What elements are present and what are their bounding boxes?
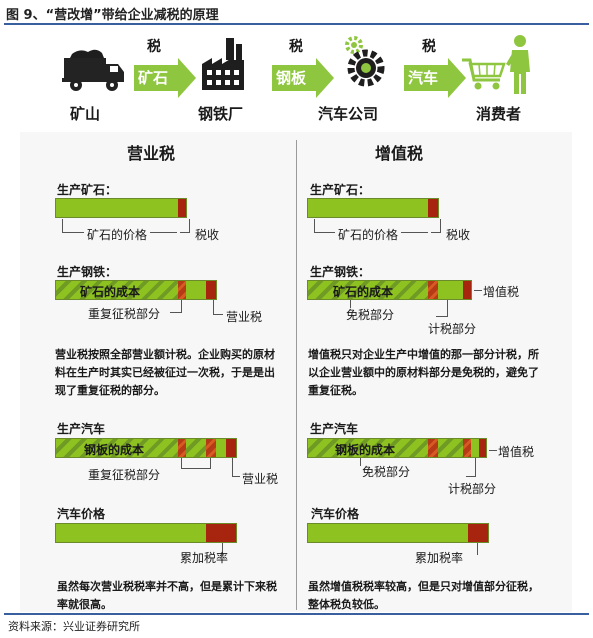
left-car-tax-label: 营业税 (242, 472, 279, 486)
right-price-bar (307, 523, 489, 543)
left-price-bar (55, 523, 237, 543)
right-heading: 增值税 (375, 144, 424, 163)
stage-car-company: 汽车公司 (318, 105, 379, 123)
arrow-ore: 矿石 (134, 58, 196, 98)
left-heading: 营业税 (127, 144, 176, 163)
left-car-tax-line (232, 458, 233, 476)
right-car-taxpart-label: 计税部分 (448, 482, 497, 496)
right-ore-tax-bracket (431, 219, 441, 233)
left-ore-bar (55, 198, 187, 218)
right-car-label: 生产汽车 (310, 422, 359, 436)
left-price-label: 汽车价格 (57, 507, 106, 521)
title-rule (4, 23, 589, 25)
right-price-label: 汽车价格 (311, 507, 360, 521)
right-steel-taxpart-label: 计税部分 (428, 322, 477, 336)
gear-icon (345, 36, 385, 87)
right-steel-label: 生产钢铁： (310, 265, 371, 279)
consumer-icon (506, 35, 530, 94)
right-ore-bar (307, 198, 439, 218)
left-steel-tax-line (213, 300, 214, 314)
left-car-double-line (181, 468, 211, 469)
right-car-bar (307, 438, 487, 458)
left-price-cumulative-label: 累加税率 (180, 551, 229, 565)
right-price-cumulative-label: 累加税率 (415, 551, 464, 565)
right-ore-tax-label: 税收 (446, 228, 471, 242)
left-steel-double-label: 重复征税部分 (88, 307, 161, 321)
left-steel-double-line (181, 300, 182, 312)
left-steel-bar (55, 280, 217, 300)
right-price-line (477, 543, 478, 555)
source-note: 资料来源：兴业证券研究所 (8, 620, 140, 633)
bottom-rule (4, 613, 589, 615)
right-steel-exempt-label: 免税部分 (346, 308, 395, 322)
stage-consumer: 消费者 (476, 105, 522, 123)
arrow-car: 汽车 (404, 58, 466, 98)
tax-mark-3: 税 (422, 39, 436, 55)
arrow-steel: 钢板 (272, 58, 334, 98)
left-car-bar (55, 438, 237, 458)
left-car-label: 生产汽车 (57, 422, 106, 436)
right-paragraph: 增值税只对企业生产中增值的那一部分计税，所以企业营业额中的原材料部分是免税的，避… (308, 348, 539, 397)
right-car-cost-text: 钢板的成本 (335, 443, 396, 457)
right-ore-label: 生产矿石： (310, 183, 371, 197)
tax-mark-2: 税 (289, 39, 303, 55)
right-steel-vat-label: 增值税 (483, 285, 520, 299)
right-steel-taxpart-line (436, 316, 448, 317)
stage-steel-mill: 钢铁厂 (198, 105, 244, 123)
right-car-vat-line (489, 450, 497, 451)
right-car-vat-label: 增值税 (498, 445, 535, 459)
left-steel-tax-label: 营业税 (226, 310, 263, 324)
left-car-cost-text: 钢板的成本 (84, 443, 145, 457)
right-car-exempt-label: 免税部分 (362, 465, 411, 479)
left-ore-price-label: 矿石的价格 (84, 226, 151, 243)
mine-truck-icon (62, 49, 124, 91)
left-ore-tax-bracket (180, 219, 190, 233)
right-ore-price-label: 矿石的价格 (335, 226, 402, 243)
left-steel-cost-text: 矿石的成本 (80, 285, 141, 299)
left-ore-tax-label: 税收 (195, 228, 220, 242)
right-car-taxpart-line (466, 476, 476, 477)
left-price-line (222, 543, 223, 555)
right-steel-cost-text: 矿石的成本 (333, 285, 394, 299)
left-paragraph: 营业税按照全部营业额计税。企业购买的原材料在生产时其实已经被征过一次税，于是是出… (55, 348, 275, 397)
left-note: 虽然每次营业税税率并不高，但是累计下来税率就很高。 (57, 580, 277, 611)
right-steel-vat-line (474, 290, 482, 291)
stage-mine: 矿山 (70, 105, 101, 123)
right-note: 虽然增值税税率较高，但是只对增值部分征税，整体税负较低。 (308, 580, 539, 611)
factory-icon (202, 38, 244, 90)
figure-title: 图 9、“营改增”带给企业减税的原理 (6, 8, 219, 23)
left-ore-label: 生产矿石： (57, 183, 118, 197)
right-steel-bar (307, 280, 472, 300)
shopping-cart-icon (462, 58, 506, 90)
column-divider (296, 140, 297, 610)
left-car-double-label: 重复征税部分 (88, 468, 161, 482)
tax-mark-1: 税 (147, 39, 161, 55)
left-steel-label: 生产钢铁： (57, 265, 118, 279)
